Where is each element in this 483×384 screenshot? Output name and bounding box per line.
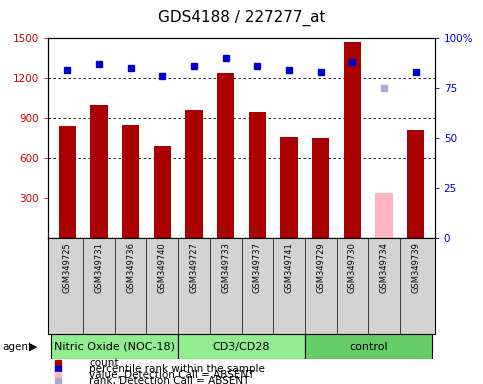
Text: GSM349737: GSM349737 (253, 242, 262, 293)
Text: GSM349739: GSM349739 (411, 242, 420, 293)
Text: CD3/CD28: CD3/CD28 (213, 341, 270, 352)
Bar (58, 126, 76, 238)
Bar (407, 130, 425, 238)
Bar (343, 42, 361, 238)
Text: GSM349727: GSM349727 (189, 242, 199, 293)
Bar (249, 112, 266, 238)
Text: agent: agent (2, 341, 32, 352)
Text: rank, Detection Call = ABSENT: rank, Detection Call = ABSENT (89, 376, 250, 384)
Bar (90, 105, 108, 238)
Bar (280, 137, 298, 238)
Text: GSM349734: GSM349734 (380, 242, 388, 293)
Bar (52, 334, 178, 359)
Text: Nitric Oxide (NOC-18): Nitric Oxide (NOC-18) (54, 341, 175, 352)
Bar (178, 334, 305, 359)
Text: percentile rank within the sample: percentile rank within the sample (89, 364, 265, 374)
Text: GSM349736: GSM349736 (126, 242, 135, 293)
Bar (305, 334, 431, 359)
Text: GSM349729: GSM349729 (316, 242, 325, 293)
Bar (312, 138, 329, 238)
Text: ▶: ▶ (28, 341, 37, 352)
Text: GSM349731: GSM349731 (95, 242, 103, 293)
Bar (217, 73, 234, 238)
Bar (185, 110, 203, 238)
Text: value, Detection Call = ABSENT: value, Detection Call = ABSENT (89, 370, 255, 380)
Text: GSM349730: GSM349730 (348, 242, 357, 293)
Bar (122, 125, 140, 238)
Text: GSM349733: GSM349733 (221, 242, 230, 293)
Text: count: count (89, 358, 119, 368)
Text: control: control (349, 341, 387, 352)
Text: GSM349740: GSM349740 (158, 242, 167, 293)
Bar (375, 193, 393, 238)
Text: GSM349741: GSM349741 (284, 242, 294, 293)
Bar (154, 146, 171, 238)
Text: GDS4188 / 227277_at: GDS4188 / 227277_at (158, 10, 325, 26)
Text: GSM349725: GSM349725 (63, 242, 72, 293)
